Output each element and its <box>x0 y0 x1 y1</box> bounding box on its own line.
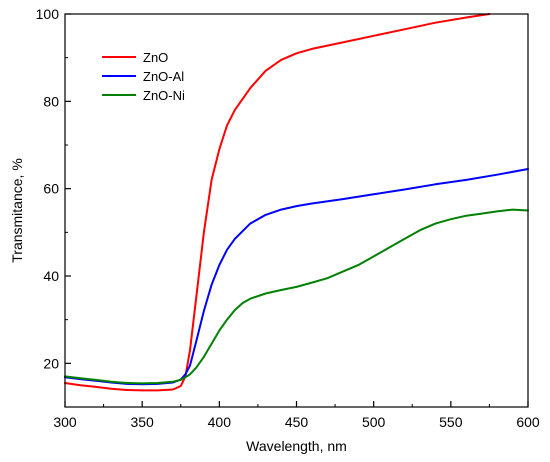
x-tick-label: 500 <box>362 414 386 430</box>
series-line-zno-al <box>64 168 529 386</box>
legend-label: ZnO-Ni <box>143 88 185 103</box>
legend-item: ZnO-Al <box>102 69 184 84</box>
plot-frame <box>64 13 529 408</box>
y-tick-label: 80 <box>43 93 59 109</box>
legend-item: ZnO <box>102 50 168 65</box>
series-layer <box>64 13 529 392</box>
y-axis-label: Transmitance, % <box>9 158 25 263</box>
x-tick-label: 350 <box>130 414 154 430</box>
legend: ZnO ZnO-Al ZnO-Ni <box>102 50 185 103</box>
legend-item: ZnO-Ni <box>102 88 185 103</box>
x-tick-label: 400 <box>208 414 232 430</box>
y-tick-label: 60 <box>43 181 59 197</box>
x-tick-label: 600 <box>516 414 540 430</box>
x-axis-label: Wavelength, nm <box>246 438 347 454</box>
x-tick-label: 550 <box>439 414 463 430</box>
x-tick-label: 450 <box>285 414 309 430</box>
y-tick-label: 20 <box>43 355 59 371</box>
legend-label: ZnO <box>143 50 168 65</box>
series-line-zno <box>64 13 491 392</box>
legend-label: ZnO-Al <box>143 69 184 84</box>
x-axis: 300 350 400 450 500 550 600 <box>53 401 540 430</box>
x-tick-label: 300 <box>53 414 77 430</box>
y-tick-label: 40 <box>43 268 59 284</box>
series-line-zno-ni <box>64 208 529 385</box>
y-axis: 20 40 60 80 100 <box>36 6 71 371</box>
y-tick-label: 100 <box>36 6 60 22</box>
